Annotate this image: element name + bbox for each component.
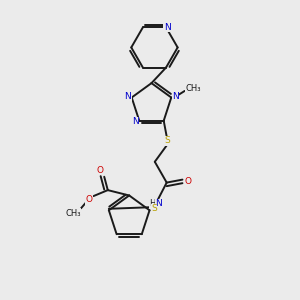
Text: O: O [185, 177, 192, 186]
Text: H: H [149, 199, 156, 208]
Text: N: N [124, 92, 131, 101]
Text: CH₃: CH₃ [65, 209, 81, 218]
Text: S: S [151, 204, 157, 213]
Text: CH₃: CH₃ [186, 84, 201, 93]
Text: O: O [97, 166, 104, 175]
Text: N: N [164, 23, 171, 32]
Text: N: N [155, 199, 162, 208]
Text: N: N [172, 92, 179, 101]
Text: O: O [86, 195, 93, 204]
Text: S: S [164, 136, 170, 146]
Text: N: N [132, 117, 139, 126]
